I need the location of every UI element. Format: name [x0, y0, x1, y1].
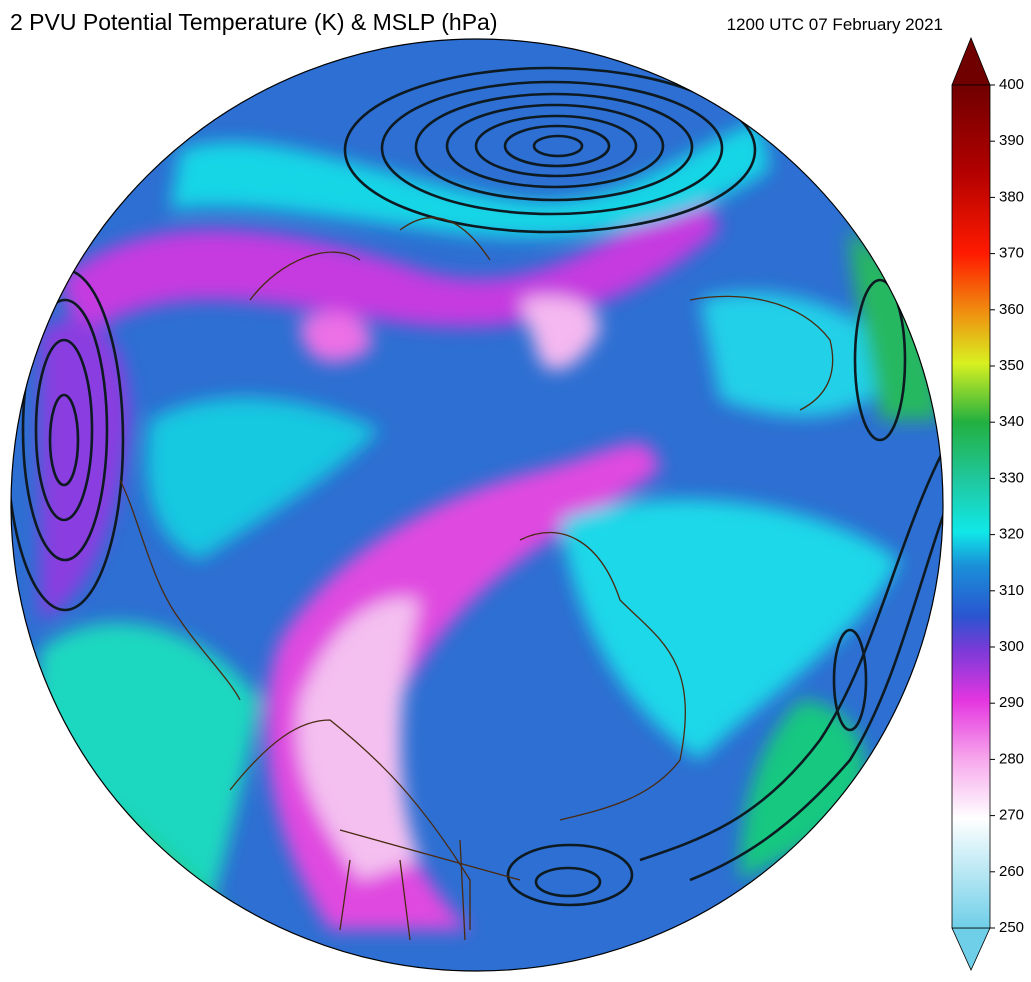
colorbar-tick-label: 370	[999, 245, 1024, 262]
colorbar	[951, 36, 991, 971]
coastlines	[119, 217, 834, 941]
colorbar-tick-label: 300	[999, 638, 1024, 655]
timestamp: 1200 UTC 07 February 2021	[727, 15, 943, 34]
colorbar-tick-label: 250	[999, 919, 1024, 936]
colorbar-tick-label: 330	[999, 469, 1024, 486]
colorbar-tick-label: 400	[999, 76, 1024, 93]
colorbar-tick-label: 350	[999, 357, 1024, 374]
colorbar-tick-label: 390	[999, 132, 1024, 149]
colorbar-tick-label: 280	[999, 750, 1024, 767]
pressure-contours	[11, 66, 943, 907]
colorbar-tick-label: 260	[999, 863, 1024, 880]
title: 2 PVU Potential Temperature (K) & MSLP (…	[10, 9, 497, 35]
colorbar-tick-label: 310	[999, 582, 1024, 599]
colorbar-tick-label: 360	[999, 301, 1024, 318]
colorbar-tick-label: 320	[999, 526, 1024, 543]
colorbar-tick-label: 340	[999, 413, 1024, 430]
colorbar-tick-label: 270	[999, 807, 1024, 824]
globe	[11, 39, 943, 971]
colorbar-tick-label: 380	[999, 188, 1024, 205]
globe-border	[10, 38, 944, 972]
colorbar-tick-label: 290	[999, 694, 1024, 711]
